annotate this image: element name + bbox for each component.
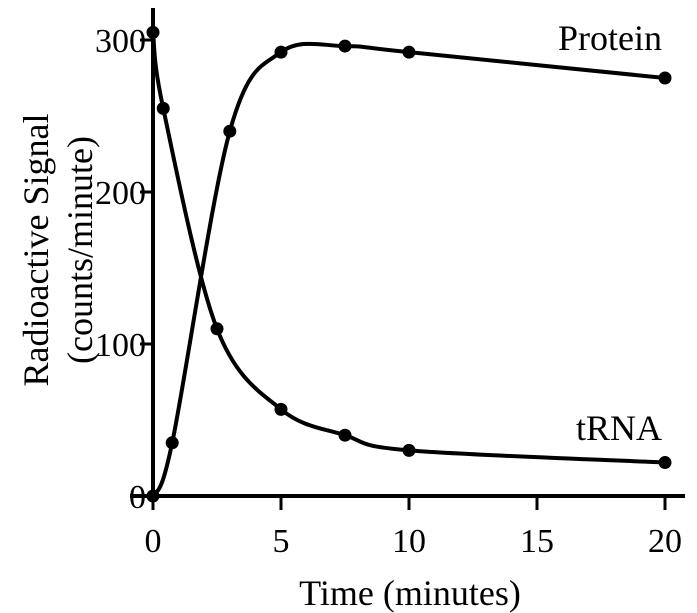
data-point-protein	[402, 45, 416, 59]
data-point-trna	[658, 456, 672, 470]
data-point-trna	[156, 101, 170, 115]
data-point-trna	[210, 322, 224, 336]
y-axis-label-line1: Radioactive Signal	[16, 114, 56, 387]
x-tick-label: 0	[145, 523, 162, 560]
series-line-trna	[151, 32, 666, 465]
series-trna	[146, 25, 672, 470]
y-axis-label-line2: (counts/minute)	[60, 136, 100, 364]
data-point-protein	[338, 39, 352, 53]
y-tick-label: 200	[95, 175, 146, 212]
series-label-trna: tRNA	[576, 408, 662, 448]
y-tick-label: 100	[95, 327, 146, 364]
series-label-protein: Protein	[558, 18, 662, 58]
x-tick-label: 20	[648, 523, 682, 560]
data-point-protein	[146, 489, 160, 503]
data-point-trna	[338, 428, 352, 442]
x-tick-label: 15	[520, 523, 554, 560]
data-point-trna	[146, 25, 160, 39]
data-point-trna	[274, 402, 288, 416]
data-point-protein	[223, 124, 237, 138]
series-layer	[146, 25, 672, 503]
x-tick-label: 10	[392, 523, 426, 560]
series-protein	[146, 39, 672, 503]
data-point-protein	[274, 45, 288, 59]
y-ticks: 0 100 200 300	[95, 23, 153, 516]
x-tick-label: 5	[273, 523, 290, 560]
data-point-trna	[402, 443, 416, 457]
labels: Time (minutes) Radioactive Signal (count…	[16, 18, 662, 613]
x-axis-label: Time (minutes)	[299, 573, 521, 613]
y-tick-label: 0	[129, 479, 146, 516]
x-ticks: 0 5 10 15 20	[145, 496, 682, 560]
data-point-protein	[658, 71, 672, 85]
y-tick-label: 300	[95, 23, 146, 60]
data-point-protein	[165, 436, 179, 450]
